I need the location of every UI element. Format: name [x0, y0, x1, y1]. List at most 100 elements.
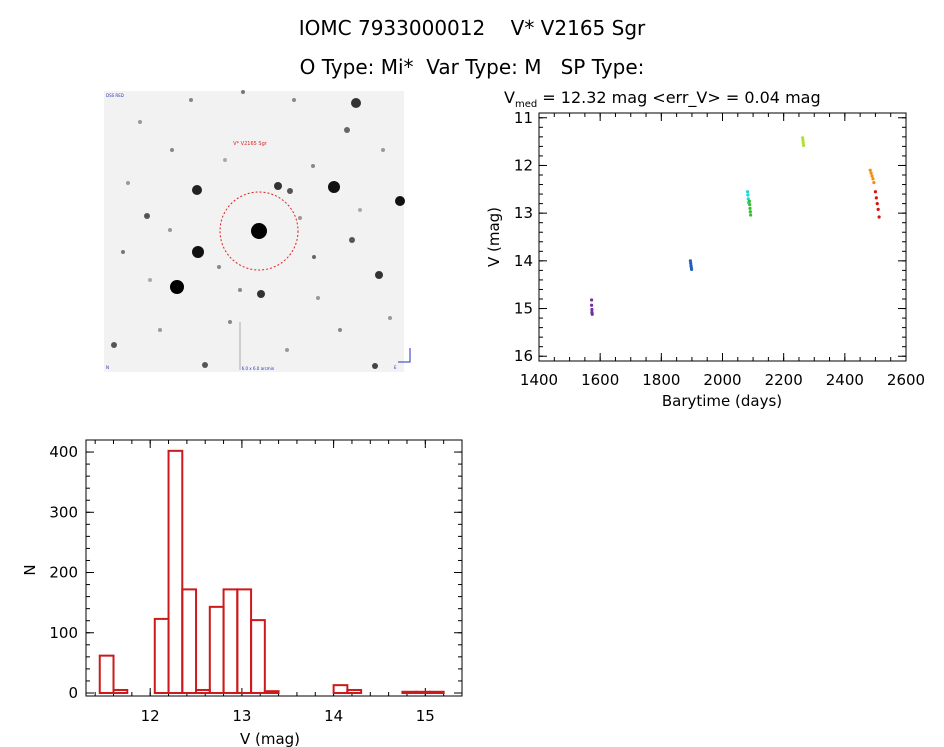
y-tick-label: 100	[49, 624, 78, 642]
star	[328, 181, 340, 193]
light-curve-plot: Vmed = 12.32 mag <err_V> = 0.04 mag 1400…	[485, 88, 925, 410]
star	[170, 280, 184, 294]
data-point	[749, 213, 753, 217]
chart-title-line1: IOMC 7933000012 V* V2165 Sgr	[298, 16, 646, 40]
star	[312, 255, 316, 259]
x-tick-label: 12	[141, 707, 160, 725]
magnitude-histogram: 12 13 14 15 0 100 200 300 400 V (mag) N	[21, 439, 463, 747]
x-tick-label: 1600	[581, 371, 619, 389]
star	[344, 127, 350, 133]
star	[381, 148, 385, 152]
histogram-ylabel: N	[21, 564, 39, 575]
data-point	[745, 190, 750, 194]
star	[372, 363, 378, 369]
x-tick-label: 15	[416, 707, 435, 725]
data-point	[870, 174, 874, 178]
data-point	[689, 261, 693, 265]
star	[292, 98, 296, 102]
data-point	[801, 138, 805, 142]
histogram-bar	[332, 684, 349, 694]
data-point	[874, 196, 878, 200]
star	[170, 148, 174, 152]
data-point	[877, 215, 881, 219]
histogram-bar	[250, 619, 266, 694]
data-point	[748, 210, 752, 214]
data-point	[690, 267, 694, 272]
star	[138, 120, 142, 124]
image-corner-bottom-center: 6.0 x 6.0 arcmin	[242, 366, 275, 371]
star	[241, 90, 245, 94]
x-tick-label: 2200	[765, 371, 803, 389]
light-curve-points	[590, 136, 881, 316]
y-tick-label: 16	[514, 347, 533, 365]
star	[168, 228, 172, 232]
data-point	[801, 140, 805, 145]
data-point	[875, 202, 879, 206]
star	[351, 98, 361, 108]
star	[238, 288, 242, 292]
data-point	[868, 168, 872, 172]
histogram-bars	[98, 449, 445, 694]
star	[274, 182, 282, 190]
data-point	[590, 312, 594, 316]
y-tick-label: 300	[49, 503, 78, 521]
star	[228, 320, 232, 324]
histogram-bar	[98, 654, 115, 694]
light-curve-title: Vmed = 12.32 mag <err_V> = 0.04 mag	[504, 88, 821, 110]
light-curve-title-subscript: med	[515, 99, 537, 110]
data-point	[873, 190, 878, 194]
data-point	[747, 199, 752, 203]
star	[111, 342, 117, 348]
data-point	[688, 259, 692, 263]
star	[311, 164, 315, 168]
light-curve-ticks: 1400 1600 1800 2000 2200 2400 2600 11 12 13 14 15 16	[514, 109, 925, 389]
star	[223, 158, 227, 162]
chart-title-line2: O Type: Mi* Var Type: M SP Type:	[299, 55, 645, 79]
histogram-bar	[428, 690, 445, 694]
light-curve-frame	[538, 112, 907, 362]
star	[395, 196, 405, 206]
data-point	[871, 177, 875, 181]
histogram-bar	[167, 449, 184, 694]
data-point	[869, 171, 873, 175]
star	[148, 278, 152, 282]
star	[126, 181, 130, 185]
y-tick-label: 400	[49, 443, 78, 461]
star	[287, 188, 293, 194]
data-point	[746, 193, 750, 197]
target-circle	[219, 191, 299, 271]
histogram-bar	[222, 588, 239, 694]
histogram-xlabel: V (mag)	[240, 730, 300, 747]
data-point	[590, 307, 594, 312]
star	[349, 237, 355, 243]
y-tick-label: 0	[68, 684, 78, 702]
light-curve-ylabel: V (mag)	[485, 207, 503, 267]
star	[375, 271, 383, 279]
x-tick-label: 13	[232, 707, 251, 725]
data-point	[801, 143, 806, 148]
histogram-bar	[181, 588, 198, 694]
histogram-bar	[415, 690, 431, 694]
image-corner-bottom-left: N	[106, 365, 109, 370]
x-tick-label: 2000	[703, 371, 741, 389]
y-tick-label: 12	[514, 156, 533, 174]
y-tick-label: 13	[514, 204, 533, 222]
light-curve-title-text: = 12.32 mag <err_V> = 0.04 mag	[537, 88, 820, 108]
x-tick-label: 2600	[887, 371, 925, 389]
x-tick-label: 1800	[642, 371, 680, 389]
histogram-bar	[401, 690, 418, 694]
image-corner-bottom-right: E	[394, 365, 397, 370]
target-label: V* V2165 Sgr	[233, 141, 268, 147]
star	[316, 296, 320, 300]
data-point	[872, 181, 876, 185]
star	[358, 208, 362, 212]
star	[251, 223, 267, 239]
histogram-bar	[346, 688, 363, 694]
star	[192, 246, 204, 258]
star	[189, 98, 193, 102]
histogram-frame	[85, 439, 463, 697]
histogram-bar	[195, 688, 211, 694]
y-tick-label: 15	[514, 300, 533, 318]
y-tick-label: 14	[514, 252, 533, 270]
